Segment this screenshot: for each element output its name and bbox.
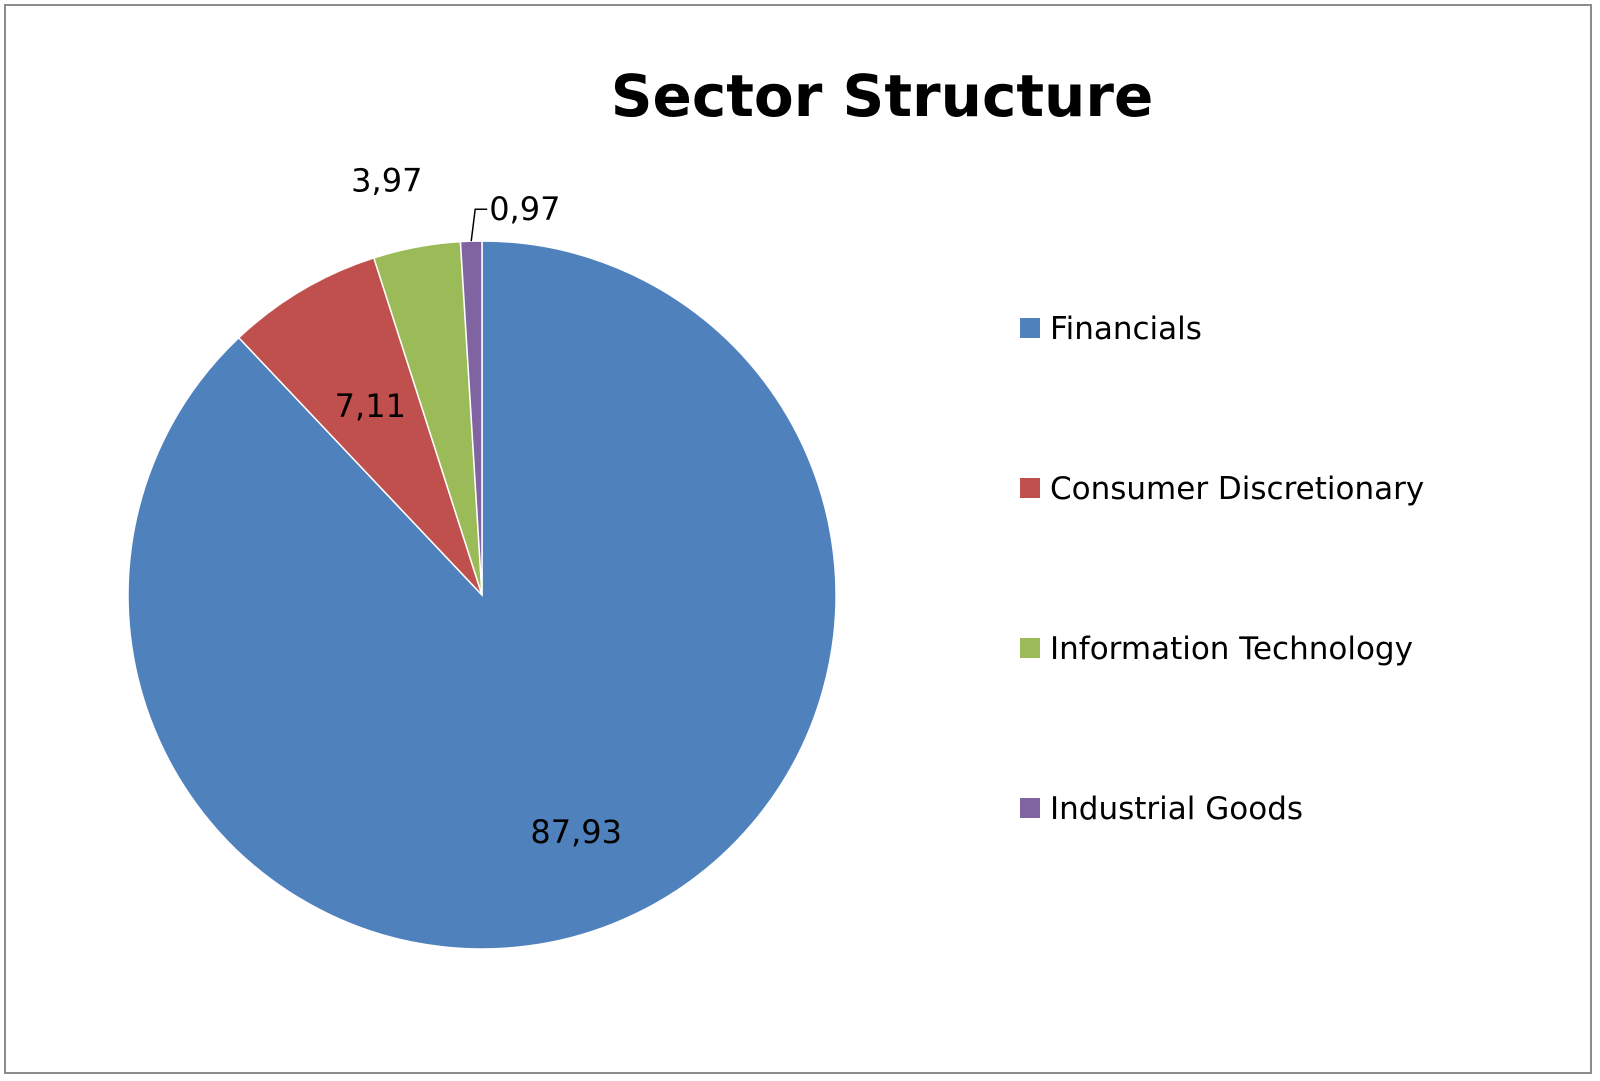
legend-swatch-consumer-discretionary <box>1020 478 1040 498</box>
legend-swatch-industrial-goods <box>1020 798 1040 818</box>
data-label-information-technology: 3,97 <box>351 161 422 199</box>
legend-entry-financials: Financials <box>1020 311 1202 347</box>
data-labels: 87,93 7,11 3,97 0,97 <box>335 161 622 851</box>
legend-entry-consumer-discretionary: Consumer Discretionary <box>1020 471 1424 507</box>
legend-label-information-technology: Information Technology <box>1050 631 1413 667</box>
data-label-industrial-goods: 0,97 <box>489 190 560 228</box>
leader-line-industrial-goods <box>470 208 488 242</box>
legend-swatch-information-technology <box>1020 638 1040 658</box>
legend-entry-industrial-goods: Industrial Goods <box>1020 791 1303 827</box>
data-label-consumer-discretionary: 7,11 <box>335 387 406 425</box>
legend-label-industrial-goods: Industrial Goods <box>1050 791 1303 827</box>
chart-title: Sector Structure <box>611 62 1154 130</box>
legend-swatch-financials <box>1020 318 1040 338</box>
leader-lines <box>470 208 488 242</box>
pie-slices <box>127 240 837 950</box>
chart-frame: Sector Structure 87,93 7,11 3,97 0,97 Finan… <box>4 4 1592 1074</box>
slice-consumer-discretionary <box>237 256 483 596</box>
legend: Financials Consumer Discretionary Informat… <box>1020 311 1424 827</box>
legend-label-financials: Financials <box>1050 311 1202 347</box>
legend-label-consumer-discretionary: Consumer Discretionary <box>1050 471 1424 507</box>
legend-entry-information-technology: Information Technology <box>1020 631 1413 667</box>
data-label-financials: 87,93 <box>530 813 622 851</box>
pie-chart: Sector Structure 87,93 7,11 3,97 0,97 Finan… <box>127 62 1424 950</box>
